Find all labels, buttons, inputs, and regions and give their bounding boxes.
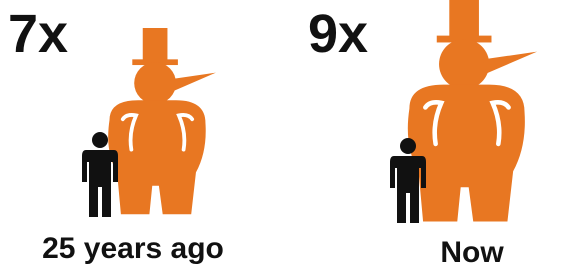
page: 7x 25 years ago 9x Now (() => { const da… (0, 0, 564, 271)
period-label: Now (440, 236, 504, 269)
large-figure (108, 28, 216, 214)
infographic: 7x 25 years ago 9x Now (0, 0, 564, 271)
multiplier: 9x (308, 4, 368, 64)
large-figure (408, 0, 537, 221)
multiplier: 7x (8, 4, 68, 64)
period-label: 25 years ago (42, 232, 224, 265)
